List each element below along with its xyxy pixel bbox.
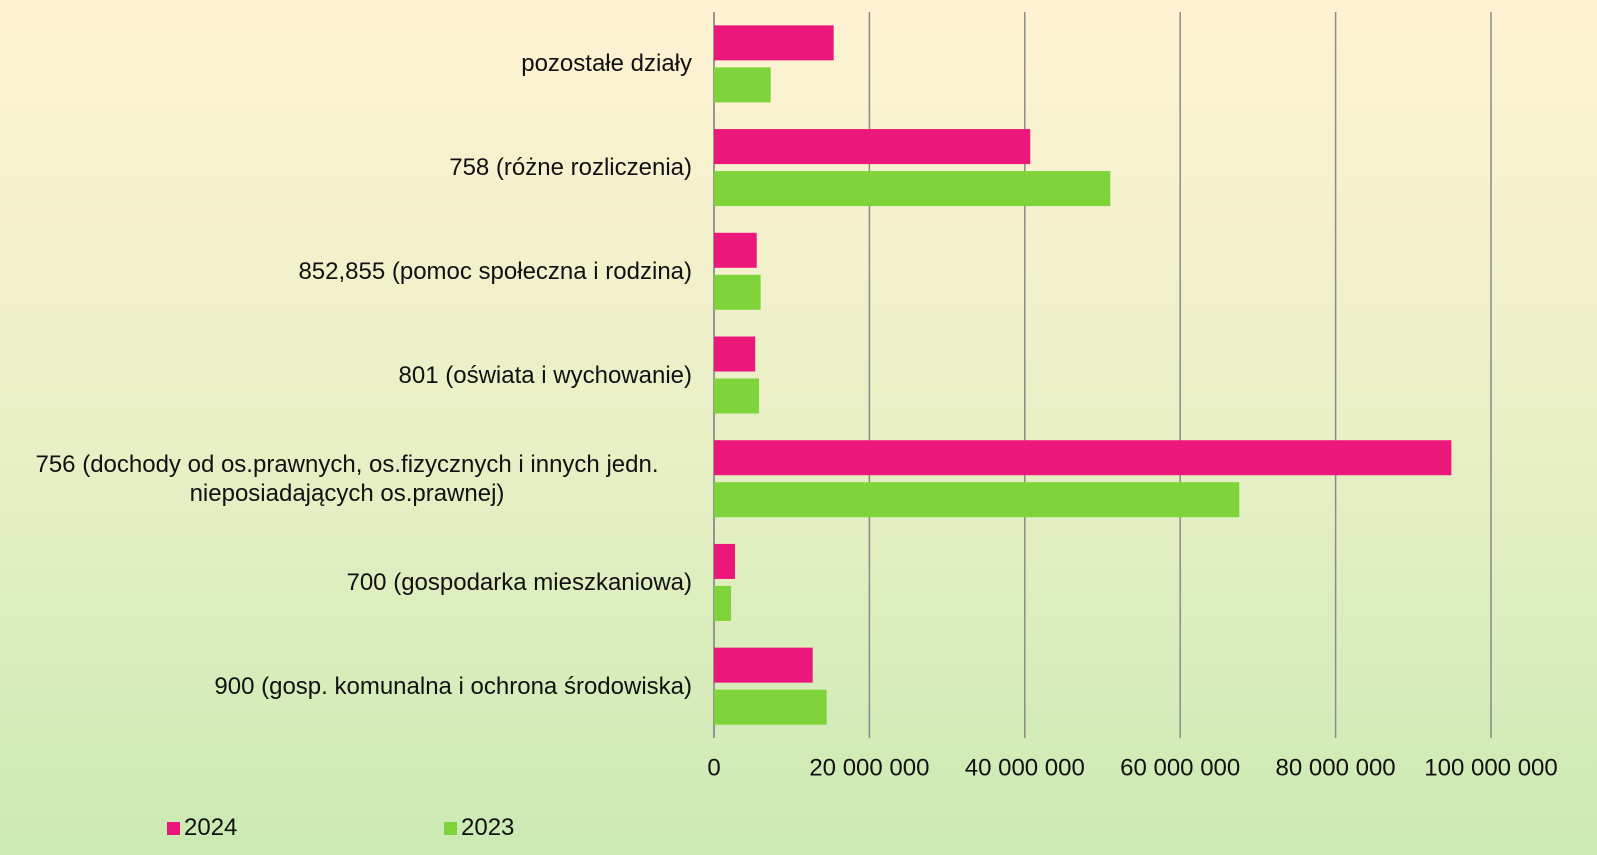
category-label: 900 (gosp. komunalna i ochrona środowisk…	[214, 672, 692, 700]
category-label: pozostałe działy	[521, 50, 692, 78]
x-tick-label: 100 000 000	[1424, 754, 1557, 781]
bar	[714, 647, 813, 683]
bar	[714, 129, 1031, 165]
legend-label: 2024	[184, 814, 238, 841]
bar	[714, 232, 757, 268]
bar	[714, 585, 732, 621]
bar	[714, 689, 827, 725]
bar	[714, 482, 1240, 518]
x-tick-label: 60 000 000	[1120, 754, 1240, 781]
category-label: 852,855 (pomoc społeczna i rodzina)	[298, 257, 692, 285]
category-label: 756 (dochody od os.prawnych, os.fizyczny…	[35, 450, 659, 507]
legend-item: 2024	[167, 814, 237, 842]
bar	[714, 440, 1452, 476]
bar	[714, 171, 1111, 207]
legend-swatch	[167, 821, 180, 835]
legend-label: 2023	[461, 814, 515, 841]
bar	[714, 67, 771, 103]
bar	[714, 336, 756, 372]
bar	[714, 274, 761, 310]
x-tick-label: 80 000 000	[1276, 754, 1396, 781]
bar	[714, 25, 834, 61]
category-label: 700 (gospodarka mieszkaniowa)	[346, 568, 692, 596]
x-tick-label: 20 000 000	[809, 754, 929, 781]
legend-item: 2023	[444, 814, 514, 842]
category-label: 801 (oświata i wychowanie)	[398, 361, 692, 389]
bar	[714, 543, 735, 579]
x-tick-label: 40 000 000	[965, 754, 1085, 781]
legend-swatch	[444, 821, 457, 835]
bar	[714, 378, 760, 414]
x-tick-label: 0	[707, 754, 720, 781]
category-label: 758 (różne rozliczenia)	[449, 154, 692, 182]
